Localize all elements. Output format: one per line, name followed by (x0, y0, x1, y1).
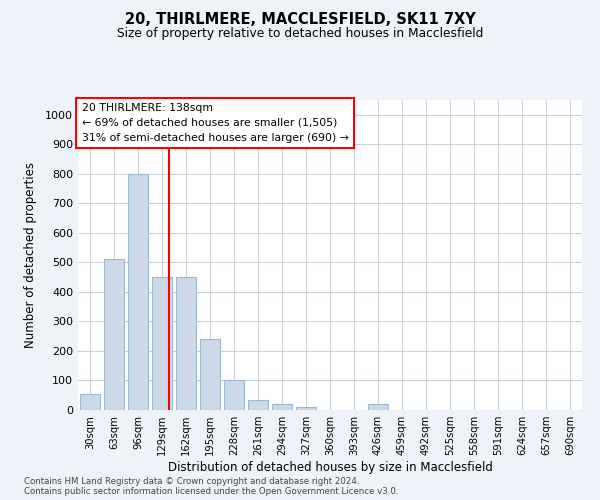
Bar (296, 407, 316, 410)
Bar (152, 277, 172, 410)
Text: Contains public sector information licensed under the Open Government Licence v3: Contains public sector information licen… (24, 487, 398, 496)
Text: Contains HM Land Registry data © Crown copyright and database right 2024.: Contains HM Land Registry data © Crown c… (24, 477, 359, 486)
Bar (224, 380, 244, 410)
Bar (80, 394, 100, 410)
Text: 20, THIRLMERE, MACCLESFIELD, SK11 7XY: 20, THIRLMERE, MACCLESFIELD, SK11 7XY (125, 12, 475, 28)
Bar (128, 174, 148, 410)
Text: 20 THIRLMERE: 138sqm
← 69% of detached houses are smaller (1,505)
31% of semi-de: 20 THIRLMERE: 138sqm ← 69% of detached h… (82, 103, 349, 142)
Bar (368, 404, 388, 410)
Bar (248, 400, 268, 410)
Y-axis label: Number of detached properties: Number of detached properties (24, 162, 37, 348)
Text: Distribution of detached houses by size in Macclesfield: Distribution of detached houses by size … (167, 461, 493, 474)
Text: Size of property relative to detached houses in Macclesfield: Size of property relative to detached ho… (117, 28, 483, 40)
Bar (272, 404, 292, 410)
Bar (200, 339, 220, 410)
Bar (104, 260, 124, 410)
Bar (176, 277, 196, 410)
